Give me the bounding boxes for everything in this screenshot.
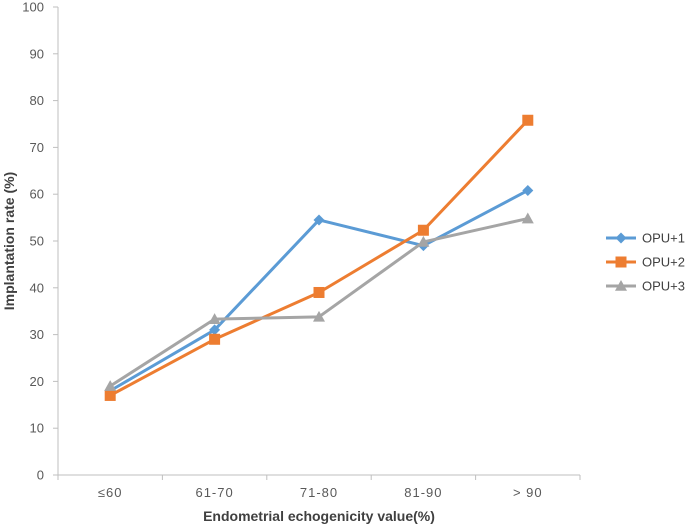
y-axis-ticks: 0 10 20 30 40 50 60 70 80 90 100 xyxy=(22,0,58,483)
data-point xyxy=(209,333,221,345)
x-axis-title: Endometrial echogenicity value(%) xyxy=(203,508,435,524)
y-tick-label: 90 xyxy=(30,46,44,61)
data-point xyxy=(104,389,116,401)
legend-marker xyxy=(615,280,627,291)
legend: OPU+1 OPU+2 OPU+3 xyxy=(606,231,685,294)
y-axis-title: Implantation rate (%) xyxy=(1,172,17,310)
legend-entry: OPU+1 xyxy=(606,231,685,246)
data-point xyxy=(313,286,325,298)
y-tick-label: 100 xyxy=(22,0,44,15)
legend-label: OPU+1 xyxy=(642,231,685,246)
series-layer xyxy=(104,114,534,401)
x-tick-label: ≤60 xyxy=(98,485,123,500)
y-tick-label: 50 xyxy=(30,234,44,249)
y-tick-label: 40 xyxy=(30,280,44,295)
x-tick-label: > 90 xyxy=(513,485,543,500)
legend-entry: OPU+3 xyxy=(606,279,685,294)
y-tick-label: 30 xyxy=(30,327,44,342)
x-tick-label: 81-90 xyxy=(404,485,442,500)
legend-marker xyxy=(615,256,627,268)
data-point xyxy=(417,235,430,247)
data-point xyxy=(104,380,117,391)
y-tick-label: 0 xyxy=(37,468,44,483)
legend-marker xyxy=(615,232,627,244)
x-tick-label: 71-80 xyxy=(300,485,338,500)
data-point xyxy=(417,224,429,236)
data-point xyxy=(522,114,534,126)
axes xyxy=(57,7,580,476)
data-point xyxy=(313,310,325,322)
legend-entry: OPU+2 xyxy=(606,255,685,270)
data-point xyxy=(521,212,534,224)
data-point xyxy=(208,313,221,324)
y-tick-label: 20 xyxy=(30,374,44,389)
x-axis-ticks: ≤60 61-70 71-80 81-90 > 90 xyxy=(57,475,581,500)
data-point xyxy=(313,214,325,226)
legend-label: OPU+2 xyxy=(642,255,685,270)
legend-label: OPU+3 xyxy=(642,279,685,294)
y-tick-label: 10 xyxy=(30,421,44,436)
x-tick-label: 61-70 xyxy=(195,485,233,500)
data-point xyxy=(209,324,221,336)
series-opu-3 xyxy=(104,212,534,391)
series-opu-2 xyxy=(104,114,534,401)
y-tick-label: 60 xyxy=(30,187,44,202)
data-point xyxy=(522,184,534,196)
y-tick-label: 80 xyxy=(30,93,44,108)
y-tick-label: 70 xyxy=(30,140,44,155)
